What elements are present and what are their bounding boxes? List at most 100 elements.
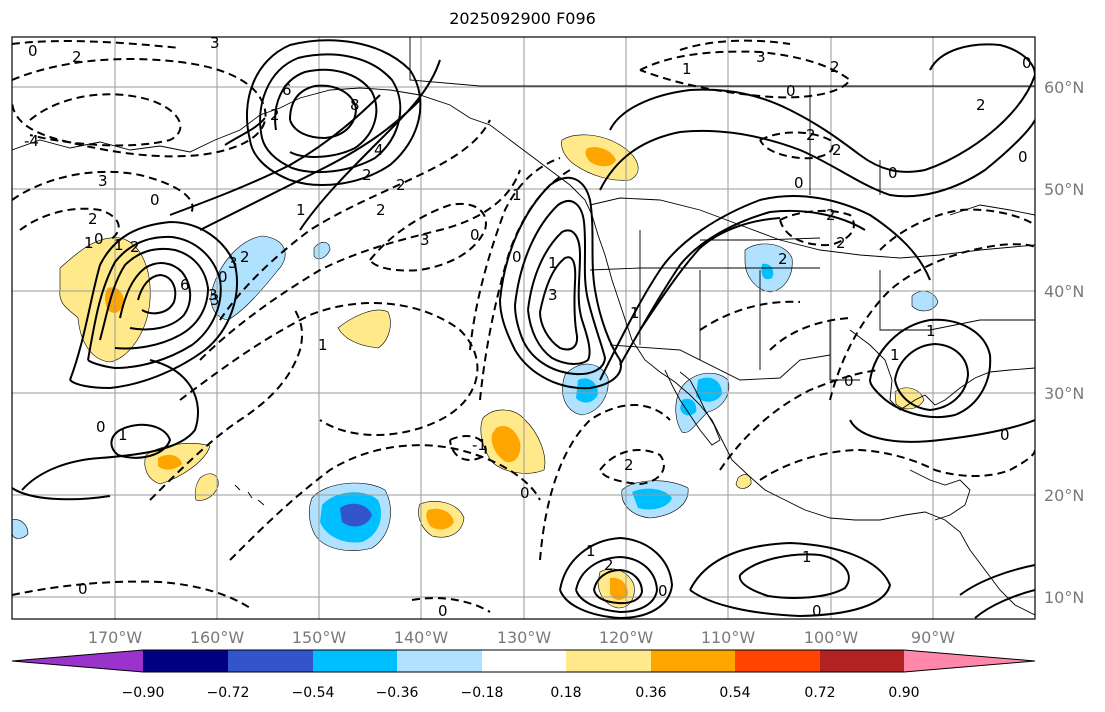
- colorbar-swatch: [820, 650, 904, 672]
- contour-label: 0: [78, 580, 88, 598]
- contour-label: 0: [1000, 426, 1010, 444]
- contour-label: 1: [114, 236, 124, 254]
- contour-label: 0: [844, 372, 854, 390]
- colorbar-extend-left: [12, 650, 143, 672]
- lon-tick-label: 120°W: [599, 628, 654, 647]
- contour-label: 0: [96, 418, 106, 436]
- contour-label: 2: [130, 238, 140, 256]
- contour-label: 2: [604, 556, 614, 574]
- contour-label: 3: [548, 286, 558, 304]
- contour-label: 0: [888, 164, 898, 182]
- contour-label: 2: [806, 126, 816, 144]
- colorbar-swatch: [651, 650, 735, 672]
- contour-label: 3: [208, 286, 218, 304]
- contour-label: 3: [98, 172, 108, 190]
- contour-lines: [12, 39, 1035, 619]
- lon-tick-label: 100°W: [804, 628, 859, 647]
- contour-label: 0: [520, 484, 530, 502]
- contour-label: 2: [396, 176, 406, 194]
- lat-tick-label: 60°N: [1044, 78, 1084, 97]
- lat-tick-label: 40°N: [1044, 282, 1084, 301]
- colorbar-swatch: [735, 650, 820, 672]
- contour-label: 0: [512, 248, 522, 266]
- contour-label: 1: [118, 426, 128, 444]
- contour-label: 2: [836, 234, 846, 252]
- contour-label: 0: [470, 226, 480, 244]
- contour-label: 3: [756, 48, 766, 66]
- contour-labels: 0 2 3 -4 3 2 0 1 2 1 0 3 6 8 6 4 2 1 2 2…: [24, 34, 1032, 620]
- contour-label: 3: [210, 291, 220, 309]
- colorbar-outline: [11, 649, 1036, 673]
- lat-tick-label: 30°N: [1044, 384, 1084, 403]
- plot-title: 2025092900 F096: [449, 9, 596, 28]
- lat-tick-label: 50°N: [1044, 180, 1084, 199]
- colorbar-swatch: [313, 650, 397, 672]
- colorbar-tick-label: −0.72: [207, 685, 250, 701]
- contour-label: 0: [812, 602, 822, 620]
- colorbar-swatch: [143, 650, 228, 672]
- contour-label: 1: [548, 254, 558, 272]
- contour-label: 0: [786, 82, 796, 100]
- contour-label: 0: [794, 174, 804, 192]
- contour-label: 0: [150, 191, 160, 209]
- contour-label: 1: [802, 548, 812, 566]
- contour-label: 1: [586, 542, 596, 560]
- contour-label: 0: [438, 602, 448, 620]
- colorbar-tick-label: −0.90: [122, 685, 165, 701]
- contour-label: 8: [350, 96, 360, 114]
- graticule: [12, 37, 1035, 619]
- contour-label: 0: [28, 42, 38, 60]
- contour-label: 2: [270, 106, 280, 124]
- contour-label: 2: [362, 166, 372, 184]
- map-frame: [11, 36, 1036, 620]
- contour-label: 1: [296, 201, 306, 219]
- contour-label: 1: [890, 346, 900, 364]
- contour-label: 1: [630, 304, 640, 322]
- colorbar-tick-label: 0.72: [804, 685, 835, 701]
- contour-label: 2: [778, 250, 788, 268]
- contour-label: 0: [1018, 148, 1028, 166]
- colorbar-tick-label: 0.90: [888, 685, 919, 701]
- contour-label: 2: [88, 210, 98, 228]
- contour-label: 1: [682, 60, 692, 78]
- contour-label: 2: [976, 96, 986, 114]
- lon-tick-label: 90°W: [911, 628, 955, 647]
- contour-label: -1: [472, 436, 487, 454]
- contour-label: 2: [832, 141, 842, 159]
- lon-tick-label: 110°W: [701, 628, 756, 647]
- contour-label: 2: [826, 206, 836, 224]
- colorbar-swatch: [566, 650, 651, 672]
- colorbar-tick-label: 0.36: [635, 685, 666, 701]
- contour-label: 1: [318, 336, 328, 354]
- contour-label: 2: [72, 48, 82, 66]
- lon-tick-label: 150°W: [292, 628, 347, 647]
- colorbar-swatch: [482, 650, 566, 672]
- contour-label: 4: [374, 141, 384, 159]
- shaded-anomaly-field: [12, 134, 939, 609]
- colorbar-extend-right: [904, 650, 1035, 672]
- contour-label: 0: [218, 268, 228, 286]
- contour-label: 2: [376, 201, 386, 219]
- lon-tick-label: 130°W: [497, 628, 552, 647]
- contour-label: 0: [1022, 54, 1032, 72]
- colorbar-tick-label: 0.54: [719, 685, 750, 701]
- contour-label: 1: [84, 234, 94, 252]
- contour-label: 3: [228, 254, 238, 272]
- contour-label: 2: [830, 58, 840, 76]
- colorbar-swatch: [228, 650, 313, 672]
- contour-label: 1: [512, 186, 522, 204]
- contour-label: 6: [180, 276, 190, 294]
- contour-label: 1: [926, 322, 936, 340]
- contour-label: 0: [94, 230, 104, 248]
- axis-tick-labels: 170°W 160°W 150°W 140°W 130°W 120°W 110°…: [88, 78, 1085, 647]
- colorbar-tick-label: −0.54: [292, 685, 335, 701]
- lat-tick-label: 20°N: [1044, 486, 1084, 505]
- contour-label: 0: [658, 582, 668, 600]
- lon-tick-label: 140°W: [394, 628, 449, 647]
- contour-label: 2: [240, 248, 250, 266]
- lon-tick-label: 170°W: [88, 628, 143, 647]
- contour-label: -4: [24, 132, 39, 150]
- contour-label: 3: [420, 231, 430, 249]
- colorbar-tick-label: −0.36: [376, 685, 419, 701]
